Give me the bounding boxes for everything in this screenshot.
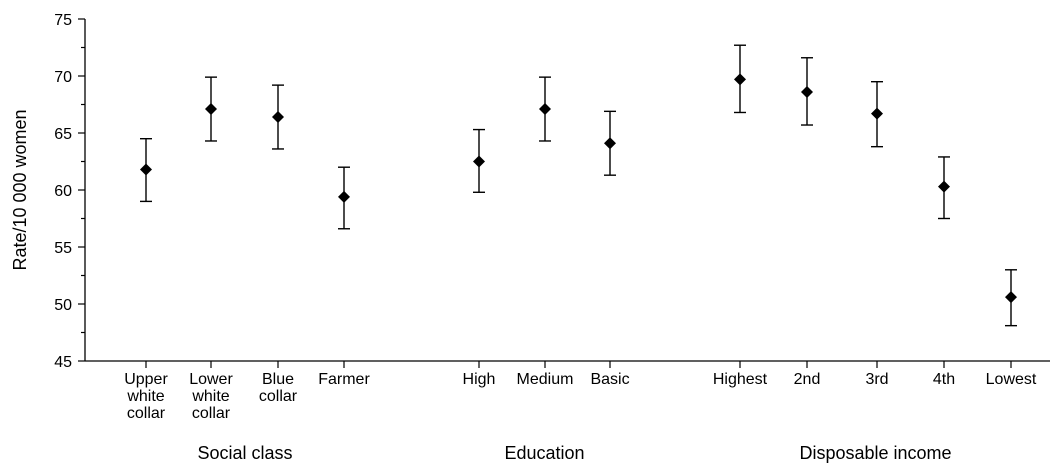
data-point — [473, 155, 485, 168]
y-tick-label: 70 — [54, 69, 72, 86]
category-label-line: collar — [259, 388, 298, 405]
data-marks — [140, 44, 1017, 327]
category-label-line: 4th — [933, 371, 955, 388]
category-label: 2nd — [794, 371, 821, 388]
y-tick-label: 60 — [54, 183, 72, 200]
category-label-line: collar — [192, 405, 231, 422]
data-point — [734, 73, 746, 86]
y-tick-label: 65 — [54, 126, 72, 143]
category-label-line: Farmer — [318, 371, 370, 388]
y-tick-label: 75 — [54, 12, 72, 29]
category-label-line: white — [126, 388, 164, 405]
group-label: Education — [504, 443, 584, 463]
y-tick-label: 50 — [54, 297, 72, 314]
category-label: Upper white collar — [124, 371, 168, 422]
group-label: Disposable income — [799, 443, 951, 463]
category-label: Highest — [713, 371, 768, 388]
category-label-line: Basic — [590, 371, 629, 388]
category-label-line: Upper — [124, 371, 168, 388]
category-label-line: white — [191, 388, 229, 405]
category-label-line: 2nd — [794, 371, 821, 388]
category-label-line: 3rd — [865, 371, 888, 388]
data-point — [938, 180, 950, 193]
data-point — [871, 107, 883, 120]
category-label-line: Blue — [262, 371, 294, 388]
category-label-line: collar — [127, 405, 166, 422]
category-label: Basic — [590, 371, 629, 388]
y-tick-label: 45 — [54, 354, 72, 371]
category-label: High — [463, 371, 496, 388]
axes: 45 50 55 60 65 70 75 — [54, 12, 1050, 371]
category-label: Farmer — [318, 371, 370, 388]
data-point — [604, 137, 616, 150]
category-label-line: Highest — [713, 371, 768, 388]
category-label: Lowest — [986, 371, 1037, 388]
category-label: Medium — [517, 371, 574, 388]
data-point — [1005, 291, 1017, 304]
data-point — [801, 85, 813, 98]
data-point — [205, 103, 217, 116]
group-label: Social class — [197, 443, 292, 463]
y-tick-label: 55 — [54, 240, 72, 257]
y-axis-title: Rate/10 000 women — [10, 109, 30, 270]
category-label: 4th — [933, 371, 955, 388]
category-label-line: High — [463, 371, 496, 388]
category-label-line: Lower — [189, 371, 233, 388]
category-label-line: Medium — [517, 371, 574, 388]
data-point — [539, 103, 551, 116]
data-point — [140, 163, 152, 176]
data-point — [338, 190, 350, 203]
data-point — [272, 111, 284, 124]
category-label-line: Lowest — [986, 371, 1037, 388]
category-label: Lower white collar — [189, 371, 233, 422]
category-label: 3rd — [865, 371, 888, 388]
category-label: Blue collar — [259, 371, 298, 405]
